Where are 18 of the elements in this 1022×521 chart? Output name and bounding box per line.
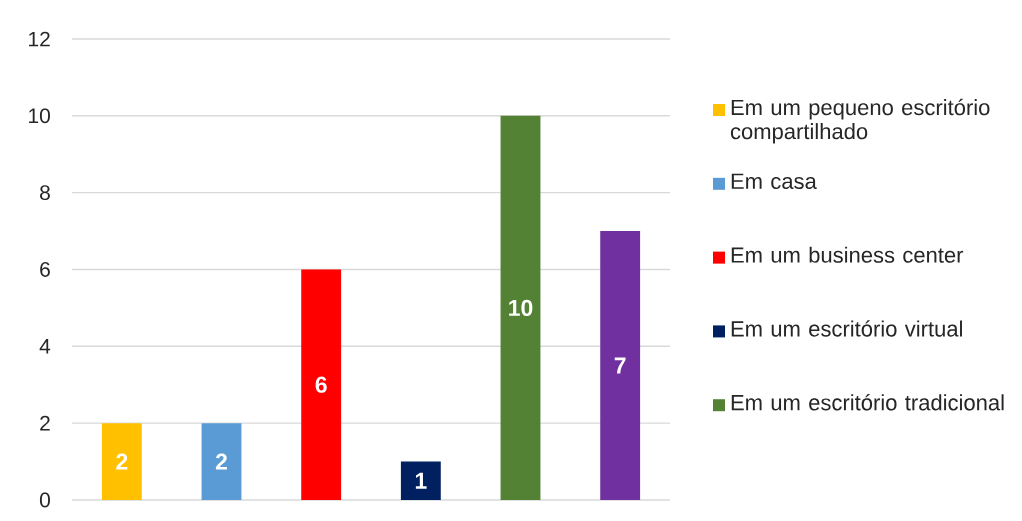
y-tick-label: 0 [39, 492, 50, 508]
data-label: 10 [509, 299, 533, 317]
data-label: 6 [315, 376, 327, 393]
data-label: 2 [215, 453, 227, 470]
legend-label: Em um business center [731, 246, 964, 263]
y-tick-label: 2 [40, 415, 50, 431]
y-tick-label: 6 [40, 262, 50, 277]
y-tick-label: 4 [39, 339, 51, 354]
legend-label: Em um escritório tradicional [731, 394, 1004, 411]
y-tick-label: 10 [29, 108, 50, 124]
legend-label: Em um pequeno escritório compartilhado [730, 98, 990, 144]
legend-label: Em casa [731, 173, 817, 190]
data-label: 1 [415, 472, 427, 489]
y-tick-label: 12 [29, 31, 50, 47]
data-label: 7 [614, 357, 626, 374]
y-tick-label: 8 [40, 185, 50, 201]
legend-label: Em um escritório virtual [731, 320, 962, 337]
data-label: 2 [116, 453, 128, 470]
